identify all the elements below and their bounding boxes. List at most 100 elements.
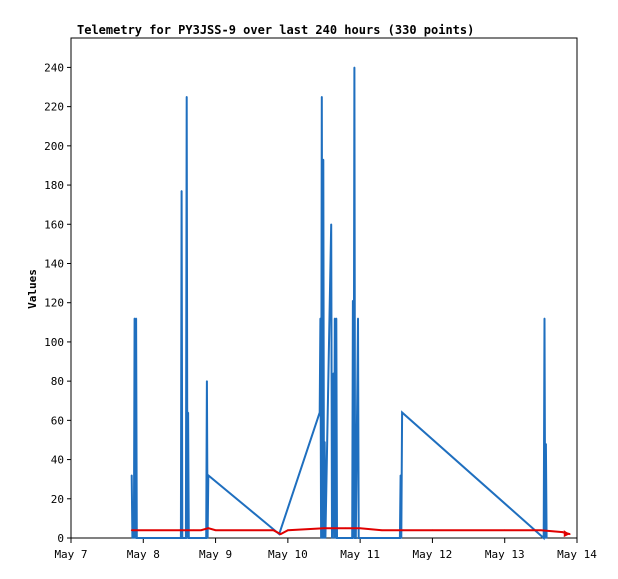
y-tick-label: 20 [51, 493, 64, 506]
series-0-point [207, 474, 210, 477]
series-0-point [188, 537, 190, 539]
series-0-point [331, 482, 334, 484]
series-1-point [402, 529, 405, 531]
series-1-end-arrow [563, 530, 570, 538]
chart-title: Telemetry for PY3JSS-9 over last 240 hou… [77, 23, 474, 37]
series-0-point [133, 317, 136, 320]
y-tick-label: 240 [44, 61, 64, 74]
series-0-point [321, 96, 323, 98]
y-tick-label: 140 [44, 257, 64, 270]
series-0-point [324, 537, 327, 539]
y-tick-label: 160 [44, 218, 64, 231]
series-0-point [334, 537, 337, 539]
series-0-point [323, 441, 326, 443]
series-line-0 [130, 67, 548, 541]
series-1-point [561, 531, 564, 533]
series-1-point [200, 529, 202, 531]
series-0-point [332, 372, 335, 375]
series-0-point [323, 537, 325, 539]
series-0-point [334, 317, 336, 320]
series-0-point [357, 317, 359, 320]
y-tick-label: 40 [51, 454, 64, 467]
series-0-point [544, 537, 546, 539]
series-0-point [136, 537, 138, 539]
series-0-point [352, 537, 355, 539]
series-0-point [134, 537, 137, 539]
series-0-point [351, 537, 354, 539]
series-0-point [319, 317, 322, 320]
series-0-point [130, 474, 133, 477]
y-tick-label: 80 [51, 375, 64, 388]
y-tick-label: 120 [44, 297, 64, 310]
series-0-point [358, 537, 361, 539]
x-tick-label: May 8 [127, 548, 160, 561]
series-0-point [205, 537, 207, 539]
series-0-point [320, 537, 322, 539]
y-tick-label: 200 [44, 140, 64, 153]
series-layer [130, 66, 571, 541]
series-1-point [569, 533, 571, 535]
series-1-point [193, 529, 195, 531]
series-1-point [279, 533, 282, 535]
series-1-point [272, 529, 275, 531]
x-axis: May 7 May 8 May 9 May 10 May 11 May 12 May 13 M… [54, 538, 597, 561]
series-0-point [400, 537, 403, 539]
series-0-point [355, 537, 357, 539]
x-tick-label: May 7 [54, 548, 87, 561]
series-0-point [180, 537, 182, 539]
series-0-point [401, 411, 403, 414]
x-tick-label: May 12 [413, 548, 453, 561]
series-0-point [180, 190, 183, 192]
y-axis: 0 20 40 60 80 100 120 140 160 180 200 220 240 [44, 61, 71, 545]
series-0-point [187, 411, 189, 414]
series-1-point [323, 527, 325, 529]
series-0-point [353, 66, 356, 69]
series-1-point [287, 529, 289, 531]
x-tick-label: May 9 [199, 548, 232, 561]
series-1-point [344, 527, 347, 529]
series-0-point [330, 223, 333, 226]
y-tick-label: 60 [51, 414, 64, 427]
series-0-point [185, 537, 187, 539]
series-0-point [132, 505, 134, 508]
series-0-point [321, 537, 324, 539]
series-1-point [214, 529, 217, 531]
x-tick-label: May 11 [340, 548, 380, 561]
series-1-point [130, 529, 133, 531]
x-tick-label: May 14 [557, 548, 597, 561]
series-1-point [540, 529, 542, 531]
series-0-point [399, 537, 401, 539]
series-0-point [318, 411, 321, 414]
series-0-point [322, 158, 325, 161]
series-0-point [336, 537, 338, 539]
series-1-point [207, 527, 210, 529]
series-0-point [131, 537, 134, 539]
series-0-point [206, 537, 209, 539]
series-0-point [331, 537, 333, 539]
series-line-1 [131, 527, 571, 536]
series-0-point [135, 317, 137, 320]
series-1-point [359, 527, 361, 529]
y-tick-label: 0 [57, 532, 64, 545]
series-1-point [381, 529, 383, 531]
series-0-point [333, 537, 335, 539]
series-1-point [431, 529, 434, 531]
series-0-point [545, 443, 547, 445]
series-1-point [503, 529, 506, 531]
series-0-point [185, 96, 188, 98]
series-0-point [543, 317, 546, 320]
x-tick-label: May 10 [268, 548, 308, 561]
y-tick-label: 220 [44, 101, 64, 114]
series-0-point [133, 537, 135, 539]
series-0-point [542, 537, 545, 539]
series-0-point [206, 380, 208, 382]
series-1-point [178, 529, 181, 531]
series-0-point [352, 299, 354, 302]
series-0-point [545, 537, 548, 539]
series-0-point [181, 537, 184, 539]
series-0-point [399, 474, 402, 477]
y-tick-label: 180 [44, 179, 64, 192]
series-0-point [186, 537, 189, 539]
y-axis-label: Values [26, 269, 39, 309]
